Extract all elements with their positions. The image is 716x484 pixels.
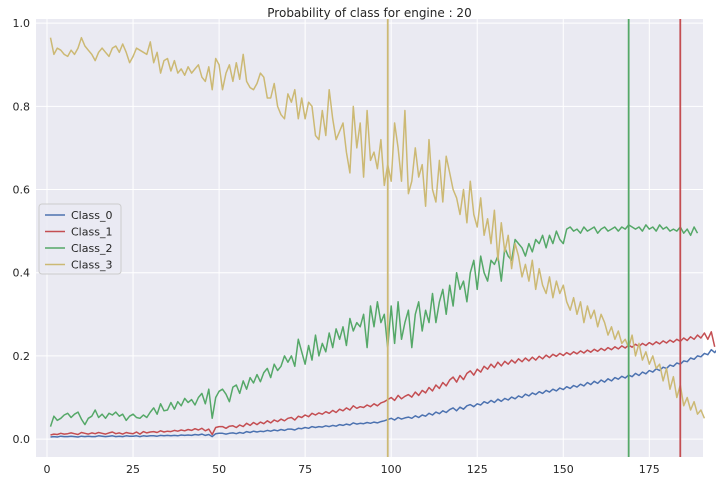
plot-area [36, 19, 703, 457]
legend: Class_0 Class_1 Class_2 Class_3 [38, 203, 122, 275]
x-tick-label: 125 [467, 463, 488, 476]
x-tick-label: 100 [381, 463, 402, 476]
y-tick-label: 0.2 [13, 350, 31, 363]
x-tick-label: 150 [553, 463, 574, 476]
series-line-class-1 [50, 331, 716, 436]
x-tick-label: 0 [44, 463, 51, 476]
tick-labels: 0 25 50 75 100 125 150 175 0.0 0.2 0.4 0.6 0.8 1.0 [13, 17, 660, 476]
legend-box [38, 203, 122, 275]
legend-label: Class_0 [71, 209, 112, 222]
x-tick-label: 25 [126, 463, 140, 476]
grid-lines [36, 19, 703, 457]
y-tick-label: 0.6 [13, 184, 31, 197]
series-line-class-0 [50, 348, 716, 438]
x-tick-label: 50 [212, 463, 226, 476]
y-tick-label: 1.0 [13, 17, 31, 30]
y-tick-label: 0.8 [13, 100, 31, 113]
vertical-markers [386, 19, 682, 457]
legend-label: Class_3 [71, 259, 112, 272]
y-tick-label: 0.4 [13, 267, 31, 280]
series-line-class-2 [49, 224, 699, 427]
y-tick-label: 0.0 [13, 433, 31, 446]
legend-label: Class_1 [71, 226, 112, 239]
x-tick-label: 175 [639, 463, 660, 476]
legend-label: Class_2 [71, 242, 112, 255]
series-line-class-3 [49, 36, 706, 419]
chart-title: Probability of class for engine : 20 [267, 6, 471, 20]
series-lines [49, 36, 716, 438]
x-tick-label: 75 [298, 463, 312, 476]
